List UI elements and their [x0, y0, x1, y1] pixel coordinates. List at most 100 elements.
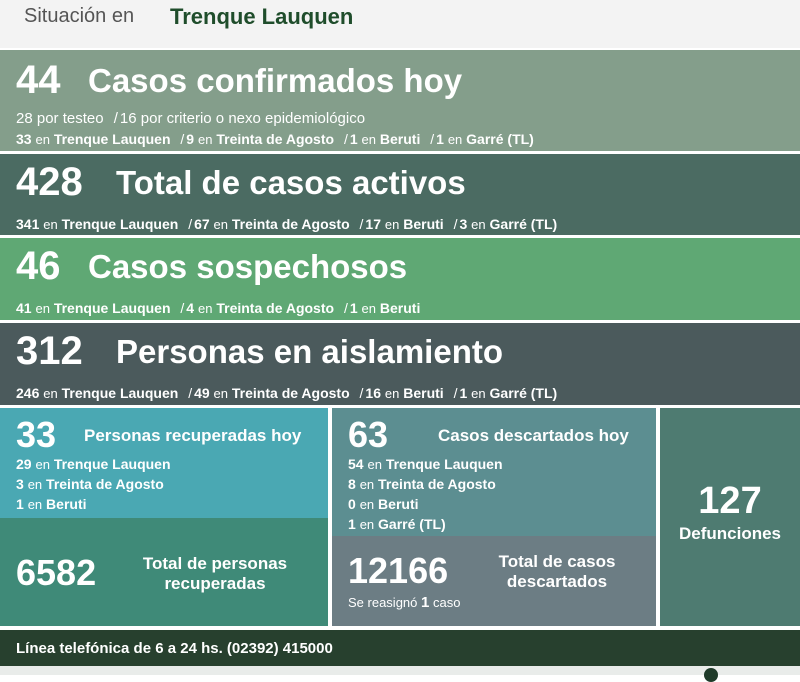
recovered-today-title: Personas recuperadas hoy	[84, 426, 302, 445]
place-count: 9	[186, 131, 195, 147]
discarded-total-title-line1: Total de casos	[498, 552, 616, 571]
place-name: Treinta de Agosto	[46, 476, 164, 492]
discarded-total-title-line2: descartados	[506, 572, 608, 591]
place-count: 1	[16, 496, 24, 512]
place-en: en	[384, 386, 400, 401]
isolation-title: Personas en aislamiento	[116, 333, 503, 370]
place-en: en	[35, 457, 50, 472]
confirmed-count: 44	[16, 58, 61, 102]
discarded-place-row: 54 en Trenque Lauquen	[348, 456, 503, 472]
place-count: 4	[186, 300, 195, 316]
place-en: en	[197, 301, 213, 316]
recovered-total-count: 6582	[16, 552, 97, 593]
place-count: 16	[365, 385, 381, 401]
place-count: 67	[194, 216, 210, 232]
place-count: 3	[16, 476, 24, 492]
place-en: en	[213, 386, 229, 401]
recovered-today-count: 33	[16, 414, 57, 455]
place-en: en	[361, 301, 376, 316]
active-places: 341 en Trenque Lauquen /67 en Treinta de…	[16, 216, 558, 232]
place-name: Garré (TL)	[489, 216, 558, 232]
confirmed-breakdown: 28 por testeo /16 por criterio o nexo ep…	[16, 110, 366, 127]
place-name: Trenque Lauquen	[385, 456, 503, 472]
deaths-count: 127	[698, 480, 762, 522]
header: Situación en Trenque Lauquen	[0, 0, 800, 48]
active-band: 428 Total de casos activos 341 en Trenqu…	[0, 154, 800, 235]
place-name: Treinta de Agosto	[216, 300, 335, 316]
recovered-place-row: 1 en Beruti	[16, 496, 87, 512]
place-count: 1	[349, 131, 358, 147]
place-name: Treinta de Agosto	[231, 216, 350, 232]
place-count: 1	[459, 385, 468, 401]
recovered-today-panel: 33 Personas recuperadas hoy 29 en Trenqu…	[0, 408, 328, 518]
recovered-place-row: 3 en Treinta de Agosto	[16, 476, 164, 492]
reassigned-count: 1	[421, 594, 430, 611]
place-name: Trenque Lauquen	[61, 216, 179, 232]
place-en: en	[384, 217, 400, 232]
place-name: Trenque Lauquen	[61, 385, 179, 401]
place-name: Beruti	[379, 300, 421, 316]
discarded-total-count: 12166	[348, 550, 449, 591]
footer-phone-line: Línea telefónica de 6 a 24 hs. (02392) 4…	[16, 640, 333, 657]
confirmed-test-count: 28	[16, 110, 33, 127]
confirmed-criteria-count: 16	[119, 110, 137, 127]
place-name: Treinta de Agosto	[378, 476, 496, 492]
place-count: 3	[459, 216, 468, 232]
place-count: 341	[16, 216, 40, 232]
place-name: Beruti	[403, 216, 444, 232]
place-name: Trenque Lauquen	[53, 131, 171, 147]
place-en: en	[197, 132, 213, 147]
place-count: 1	[349, 300, 358, 316]
place-en: en	[359, 517, 375, 532]
isolation-band: 312 Personas en aislamiento 246 en Trenq…	[0, 323, 800, 405]
place-count: 246	[16, 385, 40, 401]
discarded-today-title: Casos descartados hoy	[438, 426, 629, 445]
isolation-places: 246 en Trenque Lauquen /49 en Treinta de…	[16, 385, 558, 401]
place-name: Garré (TL)	[378, 516, 446, 532]
place-en: en	[359, 477, 375, 492]
place-name: Beruti	[403, 385, 444, 401]
place-name: Treinta de Agosto	[231, 385, 350, 401]
place-count: 29	[16, 456, 32, 472]
discarded-today-panel: 63 Casos descartados hoy 54 en Trenque L…	[332, 408, 656, 536]
active-count: 428	[16, 160, 83, 204]
header-prefix: Situación en	[24, 5, 135, 27]
place-en: en	[27, 497, 43, 512]
recovered-place-row: 29 en Trenque Lauquen	[16, 456, 171, 472]
place-en: en	[359, 497, 375, 512]
confirmed-band: 44 Casos confirmados hoy 28 por testeo /…	[0, 50, 800, 151]
discarded-total-panel: 12166 Total de casos descartados Se reas…	[332, 536, 656, 626]
suspected-band: 46 Casos sospechosos 41 en Trenque Lauqu…	[0, 238, 800, 320]
place-en: en	[471, 386, 486, 401]
confirmed-title: Casos confirmados hoy	[88, 62, 463, 99]
bottom-strip	[0, 666, 800, 675]
place-en: en	[471, 217, 486, 232]
discarded-place-row: 8 en Treinta de Agosto	[348, 476, 496, 492]
discarded-today-count: 63	[348, 414, 389, 455]
logo-icon	[704, 668, 718, 682]
recovered-total-title-line2: recuperadas	[164, 574, 266, 593]
suspected-count: 46	[16, 244, 61, 288]
place-count: 1	[436, 131, 444, 147]
discarded-place-row: 1 en Garré (TL)	[348, 516, 446, 532]
deaths-panel: 127 Defunciones	[660, 408, 800, 626]
place-name: Beruti	[378, 496, 419, 512]
header-city: Trenque Lauquen	[170, 4, 354, 29]
place-name: Garré (TL)	[466, 131, 534, 147]
recovered-total-panel: 6582 Total de personas recuperadas	[0, 518, 328, 626]
place-en: en	[35, 132, 50, 147]
place-en: en	[361, 132, 376, 147]
recovered-total-title-line1: Total de personas	[142, 554, 288, 573]
deaths-title: Defunciones	[678, 524, 782, 543]
confirmed-test-label: por testeo	[36, 110, 104, 127]
place-count: 41	[16, 300, 32, 316]
footer-phone-bar: Línea telefónica de 6 a 24 hs. (02392) 4…	[0, 630, 800, 666]
place-name: Beruti	[379, 131, 421, 147]
place-en: en	[43, 386, 58, 401]
place-en: en	[43, 217, 58, 232]
isolation-count: 312	[16, 329, 83, 373]
place-count: 8	[348, 476, 356, 492]
confirmed-places: 33 en Trenque Lauquen /9 en Treinta de A…	[16, 131, 534, 147]
place-name: Trenque Lauquen	[53, 456, 171, 472]
place-count: 1	[348, 516, 356, 532]
